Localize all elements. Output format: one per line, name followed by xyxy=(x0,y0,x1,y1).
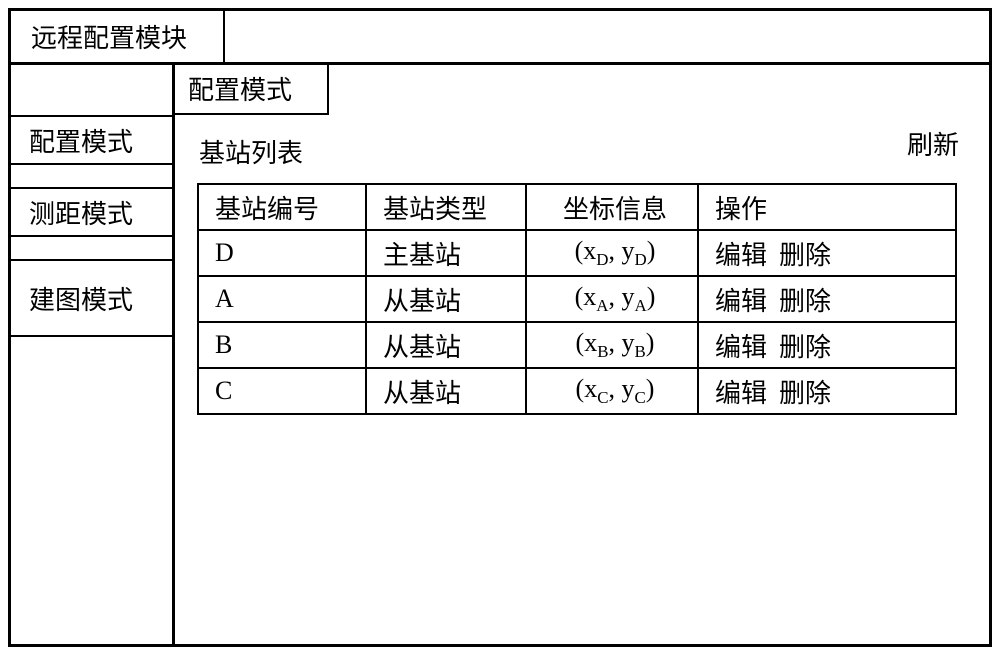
cell-station-id: D xyxy=(198,230,366,276)
cell-coordinates: (xD, yD) xyxy=(526,230,698,276)
sidebar-item-label: 配置模式 xyxy=(29,122,133,159)
col-station-id: 基站编号 xyxy=(198,184,366,230)
content-tab-label: 配置模式 xyxy=(188,70,292,107)
lower-area: 配置模式 测距模式 建图模式 配置模式 基站列表 刷新 xyxy=(11,65,989,644)
station-list-title-text: 基站列表 xyxy=(199,139,303,168)
sidebar-item-label: 建图模式 xyxy=(29,280,133,317)
cell-actions: 编辑删除 xyxy=(698,230,956,276)
sidebar-spacer xyxy=(11,65,172,115)
sidebar-item-config-mode[interactable]: 配置模式 xyxy=(11,115,172,165)
cell-station-type: 从基站 xyxy=(366,276,526,322)
edit-button[interactable]: 编辑 xyxy=(715,241,767,270)
sidebar: 配置模式 测距模式 建图模式 xyxy=(11,65,175,644)
station-table: 基站编号 基站类型 坐标信息 操作 D主基站(xD, yD)编辑删除A从基站(x… xyxy=(197,183,957,415)
refresh-label: 刷新 xyxy=(907,131,959,160)
edit-button[interactable]: 编辑 xyxy=(715,287,767,316)
sidebar-item-ranging-mode[interactable]: 测距模式 xyxy=(11,187,172,237)
table-row: D主基站(xD, yD)编辑删除 xyxy=(198,230,956,276)
table-header-row: 基站编号 基站类型 坐标信息 操作 xyxy=(198,184,956,230)
station-list-title: 基站列表 xyxy=(199,133,303,170)
cell-actions: 编辑删除 xyxy=(698,322,956,368)
content-area: 配置模式 基站列表 刷新 基站编号 基站类型 坐标信息 操作 D主基 xyxy=(175,65,989,644)
cell-coordinates: (xC, yC) xyxy=(526,368,698,414)
refresh-button[interactable]: 刷新 xyxy=(907,125,959,162)
app-frame: 远程配置模块 配置模式 测距模式 建图模式 配置模式 基站列表 xyxy=(8,8,992,647)
header-row: 远程配置模块 xyxy=(11,11,989,65)
cell-station-type: 主基站 xyxy=(366,230,526,276)
delete-button[interactable]: 删除 xyxy=(779,287,831,316)
col-coordinates: 坐标信息 xyxy=(526,184,698,230)
cell-actions: 编辑删除 xyxy=(698,276,956,322)
cell-station-id: B xyxy=(198,322,366,368)
module-title-text: 远程配置模块 xyxy=(31,18,187,55)
sidebar-item-label: 测距模式 xyxy=(29,194,133,231)
table-row: C从基站(xC, yC)编辑删除 xyxy=(198,368,956,414)
col-station-type: 基站类型 xyxy=(366,184,526,230)
cell-station-id: C xyxy=(198,368,366,414)
delete-button[interactable]: 删除 xyxy=(779,241,831,270)
cell-station-type: 从基站 xyxy=(366,322,526,368)
delete-button[interactable]: 删除 xyxy=(779,333,831,362)
delete-button[interactable]: 删除 xyxy=(779,379,831,408)
table-row: A从基站(xA, yA)编辑删除 xyxy=(198,276,956,322)
table-row: B从基站(xB, yB)编辑删除 xyxy=(198,322,956,368)
edit-button[interactable]: 编辑 xyxy=(715,333,767,362)
cell-coordinates: (xA, yA) xyxy=(526,276,698,322)
sidebar-spacer xyxy=(11,237,172,259)
edit-button[interactable]: 编辑 xyxy=(715,379,767,408)
module-title: 远程配置模块 xyxy=(11,11,225,62)
sidebar-item-mapping-mode[interactable]: 建图模式 xyxy=(11,259,172,337)
cell-station-type: 从基站 xyxy=(366,368,526,414)
cell-coordinates: (xB, yB) xyxy=(526,322,698,368)
col-actions: 操作 xyxy=(698,184,956,230)
cell-station-id: A xyxy=(198,276,366,322)
cell-actions: 编辑删除 xyxy=(698,368,956,414)
tab-config-mode[interactable]: 配置模式 xyxy=(174,64,329,115)
sidebar-spacer xyxy=(11,165,172,187)
